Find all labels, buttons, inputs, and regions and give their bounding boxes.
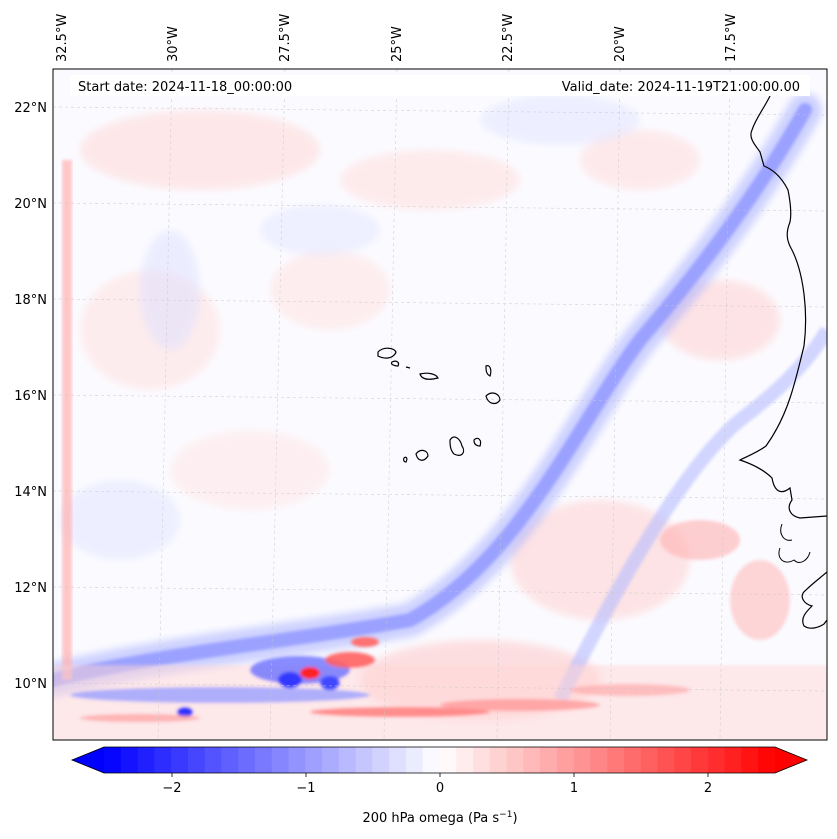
map-plot-area <box>52 68 828 741</box>
colorbar-segment <box>322 747 340 773</box>
colorbar-segment <box>741 747 759 773</box>
colorbar-segment <box>271 747 290 773</box>
colorbar-min-extend <box>72 747 104 773</box>
colorbar-outline <box>70 746 809 774</box>
lon-label: 30°W <box>166 26 181 62</box>
colorbar-segment <box>372 747 390 773</box>
colorbar-segment <box>473 747 491 773</box>
colorbar-segment <box>422 747 441 773</box>
omega-field <box>53 69 827 740</box>
colorbar-segment <box>590 747 608 773</box>
colorbar-segment <box>171 747 189 773</box>
colorbar-tick-label: 0 <box>436 781 444 796</box>
colorbar-segment <box>338 747 357 773</box>
southern-convection <box>53 520 827 740</box>
colorbar-segment <box>204 747 223 773</box>
colorbar-segment <box>506 747 524 773</box>
colorbar-segment <box>221 747 239 773</box>
lat-label: 22°N <box>14 101 47 116</box>
colorbar-segment <box>691 747 709 773</box>
colorbar-segment <box>523 747 541 773</box>
colorbar-segment <box>154 747 172 773</box>
colorbar-segment <box>456 747 474 773</box>
lat-label: 18°N <box>14 293 47 308</box>
graticule <box>53 69 827 740</box>
lat-label: 20°N <box>14 197 47 212</box>
colorbar: −2 −1 0 1 2 200 hPa omega (Pa s−1) <box>70 746 809 826</box>
colorbar-label-end: ) <box>512 811 517 826</box>
colorbar-segment <box>104 747 122 773</box>
colorbar-tick-label: 1 <box>570 781 578 796</box>
lon-label: 22.5°W <box>501 14 516 62</box>
colorbar-segment <box>758 747 776 773</box>
lon-label: 25°W <box>390 26 405 62</box>
colorbar-tick-label: −2 <box>162 781 181 796</box>
colorbar-segment <box>137 747 155 773</box>
colorbar-segment <box>724 747 743 773</box>
lat-label: 10°N <box>14 677 47 692</box>
colorbar-segment <box>187 747 206 773</box>
colorbar-segment <box>254 747 273 773</box>
colorbar-segment <box>355 747 374 773</box>
colorbar-segment <box>489 747 508 773</box>
date-header-strip <box>70 75 810 96</box>
africa-coastline <box>738 95 827 519</box>
lon-label: 27.5°W <box>278 14 293 62</box>
colorbar-segment <box>288 747 306 773</box>
map-border <box>52 68 828 741</box>
colorbar-segment <box>573 747 592 773</box>
colorbar-segment <box>624 747 642 773</box>
colorbar-segment <box>607 747 625 773</box>
start-date-label: Start date: 2024-11-18_00:00:00 <box>78 80 292 95</box>
lat-label: 12°N <box>14 581 47 596</box>
colorbar-segment <box>556 747 575 773</box>
colorbar-max-extend <box>775 747 807 773</box>
colorbar-label-main: 200 hPa omega (Pa s <box>362 811 499 826</box>
colorbar-segment <box>305 747 323 773</box>
longitude-labels: 32.5°W 30°W 27.5°W 25°W 22.5°W 20°W 17.5… <box>55 14 739 62</box>
valid-date-label: Valid_date: 2024-11-19T21:00:00.00 <box>562 80 800 95</box>
lon-label: 20°W <box>613 26 628 62</box>
colorbar-segment <box>540 747 558 773</box>
colorbar-segment <box>640 747 659 773</box>
colorbar-tick-label: −1 <box>296 781 315 796</box>
lat-label: 14°N <box>14 485 47 500</box>
colorbar-segment <box>389 747 407 773</box>
colorbar-segment <box>120 747 139 773</box>
lat-label: 16°N <box>14 389 47 404</box>
colorbar-segment <box>707 747 726 773</box>
lon-label: 32.5°W <box>55 14 70 62</box>
guinea-coastline <box>801 571 827 629</box>
colorbar-segment <box>674 747 692 773</box>
colorbar-ticks <box>171 773 709 777</box>
colorbar-segment <box>439 747 457 773</box>
colorbar-tick-label: 2 <box>704 781 712 796</box>
colorbar-segments <box>104 747 776 773</box>
cape-verde-islands <box>377 347 501 463</box>
latitude-labels: 22°N 20°N 18°N 16°N 14°N 12°N 10°N <box>14 101 47 692</box>
colorbar-segment <box>657 747 675 773</box>
negative-omega-patches <box>60 95 640 560</box>
colorbar-segment <box>238 747 256 773</box>
colorbar-label: 200 hPa omega (Pa s−1) <box>362 810 517 826</box>
colorbar-label-exponent: −1 <box>499 810 512 820</box>
colorbar-segment <box>405 747 424 773</box>
lon-label: 17.5°W <box>724 14 739 62</box>
